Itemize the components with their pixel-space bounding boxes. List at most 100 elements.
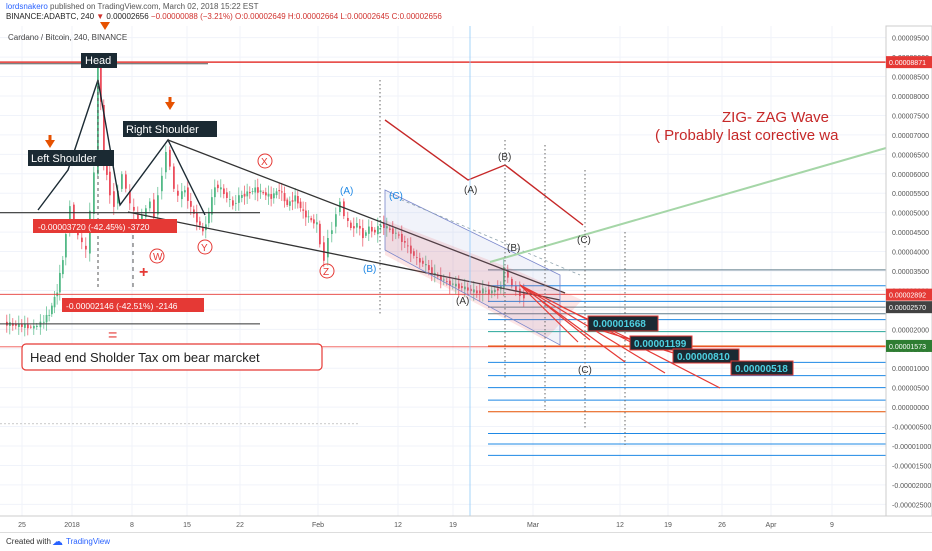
author-link[interactable]: lordsnakero [6, 2, 48, 11]
candle [294, 195, 297, 202]
y-tick: 0.00008000 [892, 94, 929, 101]
candle [232, 200, 234, 206]
wave-c-blue: (C) [389, 191, 403, 202]
brand-link[interactable]: TradingView [66, 537, 111, 546]
y-tick: 0.00007500 [892, 113, 929, 120]
candle [446, 281, 448, 283]
candle [482, 288, 484, 294]
ohlc: O:0.00002649 H:0.00002664 L:0.00002645 C… [235, 12, 442, 21]
target-2: 0.00001199 [634, 339, 687, 350]
plus-sign: + [139, 264, 148, 281]
candle [85, 245, 87, 250]
x-tick: Mar [527, 522, 540, 529]
candle [452, 283, 454, 285]
candle [238, 195, 240, 203]
wave-labels: W X Y Z (A) (B) (C) (A) (B) (C) (A) (B) … [149, 152, 592, 376]
candle [407, 245, 409, 247]
main-annotation: Head end Sholder Tax om bear marcket [30, 350, 260, 365]
y-tick: 0.00007000 [892, 133, 929, 140]
equals-sign: = [108, 327, 117, 344]
price-tag [886, 339, 932, 352]
candle [161, 175, 163, 192]
x-tick: 12 [394, 522, 402, 529]
candle [443, 279, 445, 281]
candle [419, 258, 421, 263]
y-tick: 0.00009500 [892, 36, 929, 43]
candle [289, 201, 291, 206]
y-tick: 0.00008500 [892, 75, 929, 82]
candle [386, 226, 388, 229]
candle [319, 223, 321, 245]
y-tick: 0.00006500 [892, 152, 929, 159]
candle [359, 225, 361, 229]
x-tick: Apr [766, 522, 778, 529]
candle [316, 222, 318, 225]
candle [523, 292, 525, 299]
wave-c-black: (C) [578, 365, 592, 376]
chart-area[interactable]: 0.000095000.000090000.000085000.00008000… [0, 22, 932, 532]
x-tick: 2018 [64, 522, 80, 529]
candle [327, 238, 329, 258]
candle [24, 324, 26, 328]
candle [157, 195, 159, 215]
wave-a-red: (A) [464, 185, 477, 196]
candle [254, 187, 257, 193]
candle [129, 190, 131, 204]
y-tick: 0.00005000 [892, 211, 929, 218]
candle [137, 214, 139, 223]
candle [45, 314, 48, 323]
y-tick: -0.00001000 [892, 444, 931, 451]
candle [193, 209, 195, 214]
candle [353, 226, 355, 229]
candle [507, 270, 509, 278]
candle [181, 191, 183, 200]
candle [243, 193, 246, 197]
candle [302, 209, 305, 211]
created-with: Created with [6, 537, 51, 546]
candle [270, 194, 273, 199]
candle [59, 272, 61, 293]
chart-header: lordsnakero published on TradingView.com… [0, 0, 932, 22]
price-tag-label: 0.00002892 [889, 293, 926, 300]
wave-y: Y [201, 243, 208, 254]
candle [275, 191, 278, 196]
candle [307, 216, 310, 218]
candle [437, 275, 439, 277]
candle [153, 199, 155, 219]
x-tick: 25 [18, 522, 26, 529]
x-tick: 19 [449, 522, 457, 529]
candle [43, 321, 45, 323]
candle [497, 288, 499, 291]
chart-title: Cardano / Bitcoin, 240, BINANCE [8, 33, 127, 42]
candle [133, 206, 135, 211]
y-tick: 0.00000500 [892, 386, 929, 393]
candle [467, 287, 469, 291]
candle [449, 280, 451, 286]
candle [100, 64, 102, 102]
candle [36, 325, 38, 327]
candle [404, 241, 406, 243]
candle [310, 218, 313, 221]
candle [51, 305, 53, 315]
candle [335, 214, 337, 227]
y-tick: 0.00004000 [892, 250, 929, 257]
candle [30, 326, 32, 328]
candle [220, 187, 222, 190]
y-tick: -0.00000500 [892, 425, 931, 432]
candle [165, 151, 167, 173]
candle [291, 200, 294, 202]
candle [515, 285, 517, 292]
candle [265, 192, 267, 196]
candle [278, 190, 281, 192]
candle [494, 289, 496, 293]
candle [350, 222, 352, 228]
candle [362, 228, 364, 239]
candle [511, 278, 513, 287]
y-tick: 0.00000000 [892, 405, 929, 412]
candle [48, 314, 51, 316]
y-tick: 0.00003500 [892, 269, 929, 276]
measure-label-2: -0.00002146 (-42.51%) -2146 [66, 301, 178, 311]
candle [226, 192, 228, 198]
candle [249, 191, 251, 194]
candle [121, 174, 123, 189]
